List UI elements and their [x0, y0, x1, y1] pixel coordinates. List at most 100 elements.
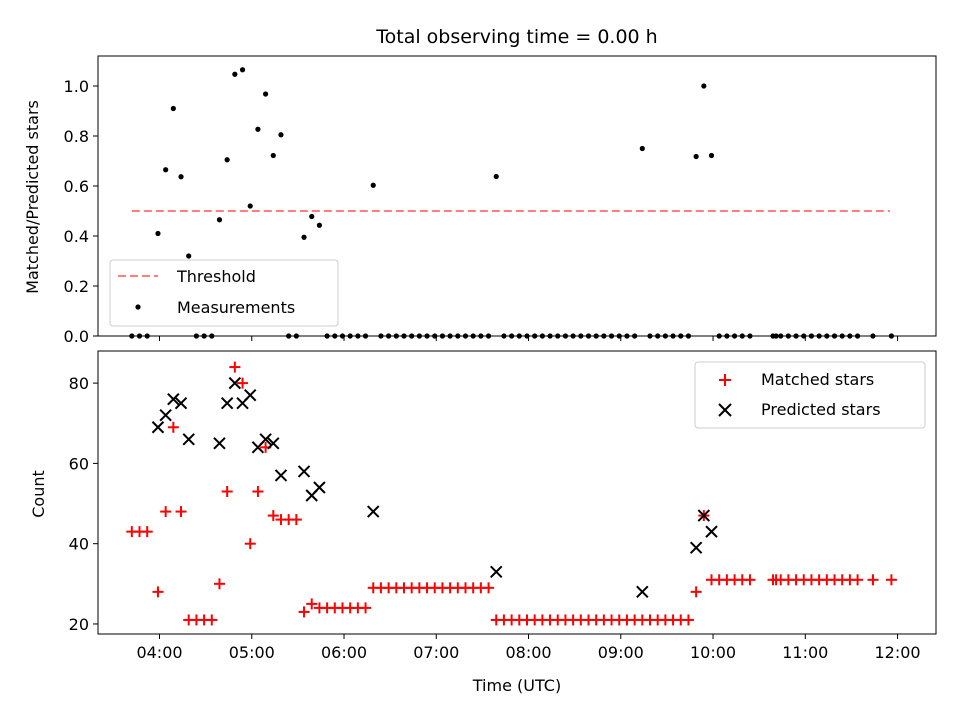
- matched-star-point: [244, 538, 256, 550]
- predicted-x-b: [213, 437, 226, 450]
- matched-star-point: [167, 421, 179, 433]
- matched-star-point: [152, 586, 164, 598]
- matched-star-point: [213, 578, 225, 590]
- predicted-star-point: [220, 396, 234, 410]
- ratio-panel: Total observing time = 0.00 h Matched/Pr…: [23, 26, 937, 346]
- predicted-star-point: [313, 481, 326, 494]
- legend-measurements-label: Measurements: [177, 298, 295, 317]
- measurement-point: [247, 203, 253, 209]
- predicted-x-b: [159, 409, 172, 422]
- predicted-x-b: [228, 376, 242, 390]
- matched-star-point: [867, 574, 879, 586]
- ratio-y-tick-label: 0.8: [64, 127, 89, 146]
- ratio-y-tick-label: 0.2: [64, 277, 89, 296]
- predicted-x-b: [297, 465, 311, 478]
- measurement-point: [163, 167, 169, 173]
- predicted-x-b: [174, 396, 188, 410]
- count-y-axis-label: Count: [29, 470, 48, 518]
- legend-predicted-label: Predicted stars: [761, 400, 881, 419]
- predicted-star-point: [244, 388, 257, 402]
- measurement-point: [301, 234, 307, 240]
- ratio-y-tick-label: 0.4: [64, 227, 89, 246]
- predicted-star-point: [705, 525, 718, 538]
- ratio-y-tick-label: 1.0: [64, 77, 89, 96]
- predicted-star-point: [228, 376, 242, 390]
- matched-star-point: [267, 510, 279, 522]
- ratio-y-tick-label: 0.6: [64, 177, 89, 196]
- matched-star-point: [221, 485, 233, 497]
- matched-star-point: [682, 614, 694, 626]
- measurement-point: [170, 105, 176, 112]
- predicted-x-b: [689, 541, 703, 554]
- measurement-point: [239, 67, 246, 73]
- matched-star-point: [175, 506, 187, 518]
- predicted-x-b: [490, 565, 503, 578]
- count-plot-marks: [126, 361, 897, 626]
- measurement-point: [263, 91, 269, 97]
- count-y-tick-label: 20: [69, 615, 89, 634]
- predicted-star-point: [689, 541, 703, 554]
- matched-star-point: [483, 582, 495, 594]
- count-x-ticks: 04:00 05:00 06:00 07:00 08:00 09:00 10:00 11:00…: [136, 634, 921, 662]
- measurement-point: [255, 126, 261, 132]
- predicted-star-point: [213, 437, 226, 450]
- matched-star-point: [206, 614, 218, 626]
- legend-measurements-marker: [135, 304, 141, 310]
- matched-star-point: [852, 574, 864, 586]
- ratio-axes-frame: [97, 55, 937, 337]
- legend-matched-label: Matched stars: [761, 370, 874, 389]
- measurement-point: [278, 132, 284, 138]
- predicted-star-point: [697, 509, 711, 522]
- predicted-x-b: [705, 525, 718, 538]
- matched-star-point: [229, 361, 241, 373]
- measurement-point: [493, 173, 499, 180]
- measurement-point: [309, 213, 315, 220]
- predicted-star-point: [259, 433, 272, 446]
- predicted-x-b: [182, 433, 195, 446]
- matched-star-point: [252, 485, 264, 497]
- count-x-axis-label: Time (UTC): [472, 676, 561, 695]
- predicted-x-b: [167, 392, 180, 406]
- predicted-star-point: [182, 433, 195, 446]
- matched-star-point: [690, 586, 702, 598]
- count-x-tick-label: 04:00: [136, 643, 182, 662]
- predicted-star-point: [297, 465, 311, 478]
- measurement-point: [178, 174, 184, 180]
- legend-predicted-marker: [718, 403, 732, 417]
- count-y-ticks: 20 40 60 80: [69, 374, 98, 634]
- predicted-x-b: [697, 509, 711, 522]
- ratio-legend: Threshold Measurements: [109, 259, 339, 327]
- measurement-point: [270, 152, 276, 159]
- count-x-tick-label: 06:00: [321, 643, 367, 662]
- count-x-tick-label: 11:00: [782, 643, 828, 662]
- ratio-legend-box: [109, 259, 339, 327]
- measurement-point: [708, 152, 715, 159]
- count-x-tick-label: 09:00: [598, 643, 644, 662]
- predicted-x-b: [244, 388, 257, 402]
- count-x-tick-label: 12:00: [875, 643, 921, 662]
- predicted-star-point: [636, 585, 649, 599]
- predicted-star-point: [174, 396, 188, 410]
- predicted-star-point: [151, 421, 165, 434]
- chart-title: Total observing time = 0.00 h: [375, 26, 657, 48]
- measurement-point: [693, 153, 699, 160]
- predicted-star-point: [274, 469, 288, 482]
- matched-star-point: [298, 606, 310, 618]
- predicted-star-point: [490, 565, 503, 578]
- measurement-point: [232, 71, 238, 77]
- predicted-star-point: [367, 505, 380, 518]
- measurement-point: [186, 253, 192, 259]
- ratio-y-ticks: 0.0 0.2 0.4 0.6 0.8 1.0: [64, 77, 98, 346]
- count-x-tick-label: 05:00: [229, 643, 275, 662]
- count-legend: Matched stars Predicted stars: [694, 361, 926, 429]
- measurement-point: [155, 230, 161, 237]
- predicted-x-b: [636, 585, 649, 599]
- matched-star-point: [141, 526, 153, 538]
- count-x-tick-label: 10:00: [690, 643, 736, 662]
- predicted-x-b: [220, 396, 234, 410]
- matched-star-point: [237, 377, 249, 389]
- ratio-y-tick-label: 0.0: [64, 327, 89, 346]
- ratio-y-axis-label: Matched/Predicted stars: [23, 100, 42, 294]
- count-x-tick-label: 07:00: [413, 643, 459, 662]
